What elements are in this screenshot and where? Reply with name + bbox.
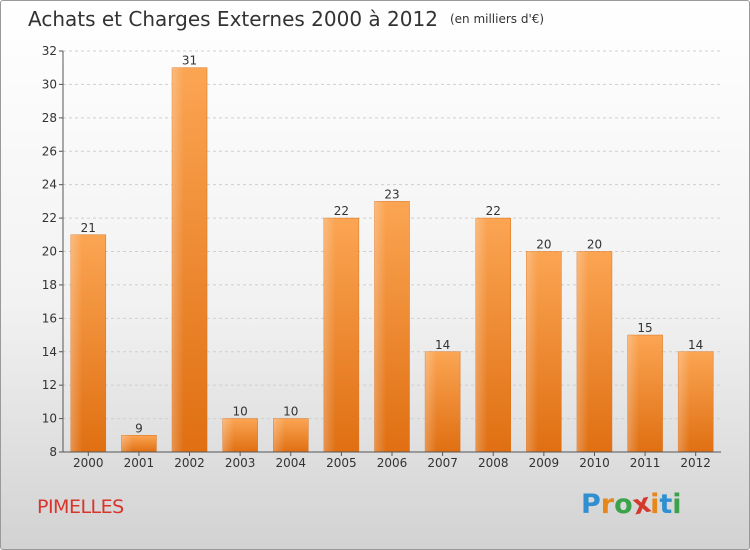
commune-name: PIMELLES [37, 496, 124, 518]
bar-highlight [678, 351, 690, 452]
bar-value-label: 31 [182, 54, 197, 68]
y-tick-label: 26 [42, 144, 57, 158]
chart-title: Achats et Charges Externes 2000 à 2012 (e… [28, 7, 544, 31]
bar-highlight [526, 251, 539, 452]
y-tick-label: 14 [42, 345, 57, 359]
x-tick-label: 2010 [579, 456, 610, 470]
y-tick-label: 30 [42, 77, 57, 91]
bars-layer: 21 9 31 10 10 22 23 14 22 20 20 15 14 [70, 54, 714, 453]
y-tick-label: 22 [42, 211, 57, 225]
y-tick-label: 18 [42, 278, 57, 292]
x-tick-label: 2002 [174, 456, 205, 470]
logo-letter: t [659, 489, 673, 520]
x-tick-label: 2012 [680, 456, 711, 470]
logo-letter: P [581, 489, 601, 520]
logo-letter: r [600, 489, 615, 520]
chart-title-text: Achats et Charges Externes 2000 à 2012 [28, 7, 438, 31]
x-tick-label: 2008 [478, 456, 509, 470]
x-tick-label: 2004 [275, 456, 306, 470]
bar-highlight [273, 418, 285, 452]
y-tick-label: 28 [42, 111, 57, 125]
y-tick-label: 12 [42, 378, 57, 392]
bar-highlight [172, 67, 184, 452]
x-tick-label: 2007 [427, 456, 458, 470]
bar-value-label: 14 [435, 338, 450, 352]
bar-highlight [627, 335, 640, 452]
y-tick-label: 10 [42, 412, 57, 426]
logo-letter: i [650, 489, 660, 520]
axis-layer: 8 10 12 14 16 18 20 22 24 26 28 30 32 2000 2001 2002 200… [42, 44, 721, 470]
bar-value-label: 14 [688, 338, 703, 352]
x-tick-label: 2006 [377, 456, 408, 470]
logo-letter: i [672, 489, 682, 520]
y-tick-label: 24 [42, 178, 57, 192]
x-tick-label: 2001 [124, 456, 155, 470]
bar-value-label: 10 [233, 405, 248, 419]
bar-highlight [222, 418, 235, 452]
bar-highlight [323, 218, 336, 452]
x-tick-label: 2003 [225, 456, 256, 470]
bar-highlight [576, 251, 589, 452]
x-tick-label: 2009 [529, 456, 560, 470]
x-tick-label: 2000 [73, 456, 104, 470]
bar-value-label: 21 [81, 221, 96, 235]
bar-highlight [475, 218, 488, 452]
bar-highlight [374, 201, 387, 452]
bar-value-label: 9 [135, 421, 143, 435]
y-tick-label: 16 [42, 311, 57, 325]
bar-value-label: 23 [384, 187, 399, 201]
proxiti-logo[interactable]: Proxiti [581, 488, 682, 522]
bar-value-label: 20 [587, 238, 602, 252]
bar-value-label: 15 [637, 321, 652, 335]
bar-value-label: 10 [283, 405, 298, 419]
y-tick-label: 32 [42, 44, 57, 58]
x-tick-label: 2011 [630, 456, 661, 470]
bar-value-label: 20 [536, 238, 551, 252]
x-tick-label: 2005 [326, 456, 357, 470]
bar-highlight [121, 435, 134, 452]
logo-letter: o [614, 489, 633, 520]
bar-highlight [425, 351, 437, 452]
bar-value-label: 22 [334, 204, 349, 218]
bar-value-label: 22 [486, 204, 501, 218]
y-tick-label: 20 [42, 245, 57, 259]
chart-unit: (en milliers d'€) [449, 12, 545, 26]
y-tick-label: 8 [49, 445, 57, 459]
bar-highlight [70, 234, 83, 452]
